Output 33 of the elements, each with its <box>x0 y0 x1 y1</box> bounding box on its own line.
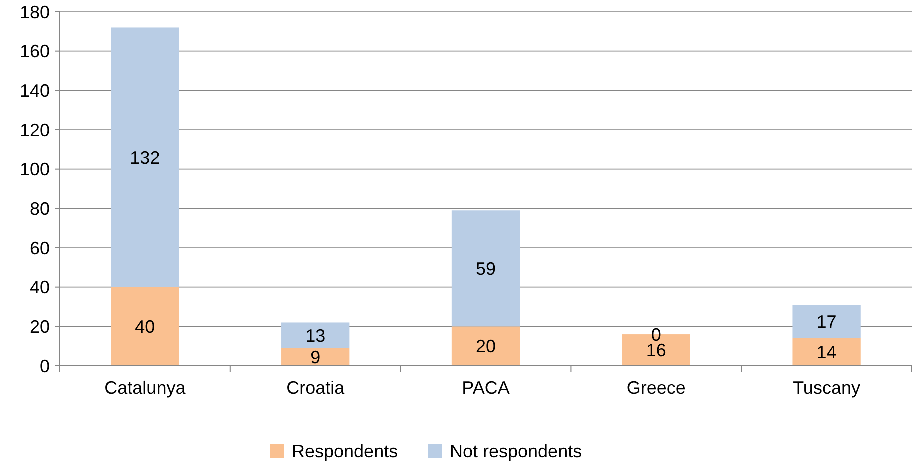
y-tick-label: 160 <box>20 42 50 62</box>
y-tick-label: 140 <box>20 80 50 101</box>
bar <box>792 305 861 338</box>
y-tick-label: 60 <box>30 238 50 258</box>
y-tick-label: 100 <box>20 160 50 180</box>
x-tick-label: PACA <box>462 378 510 398</box>
data-label: 59 <box>476 258 496 279</box>
bar <box>282 322 350 348</box>
x-tick-label: Catalunya <box>104 378 187 398</box>
x-tick-label: Croatia <box>286 378 346 398</box>
bar <box>792 338 861 366</box>
data-label: 132 <box>130 148 160 168</box>
x-tick-label: Greece <box>626 378 686 398</box>
y-tick-label: 0 <box>40 356 50 376</box>
data-label: 14 <box>816 342 837 363</box>
x-tick-label: Tuscany <box>793 378 860 398</box>
bar <box>111 28 180 288</box>
y-tick-label: 120 <box>20 120 50 140</box>
data-label: 20 <box>476 336 496 357</box>
data-label: 40 <box>135 316 156 337</box>
legend-label: Respondents <box>292 441 398 462</box>
y-tick-label: 180 <box>20 2 50 22</box>
data-label: 13 <box>306 326 326 346</box>
data-label: 17 <box>816 312 837 332</box>
y-tick-label: 80 <box>30 198 50 219</box>
bar <box>282 348 350 366</box>
data-label: 9 <box>310 347 321 368</box>
legend-label: Not respondents <box>450 441 582 462</box>
y-tick-label: 20 <box>30 316 50 337</box>
bar <box>111 287 180 366</box>
bar <box>452 326 520 366</box>
bar <box>452 210 520 327</box>
y-tick-label: 40 <box>30 278 50 298</box>
